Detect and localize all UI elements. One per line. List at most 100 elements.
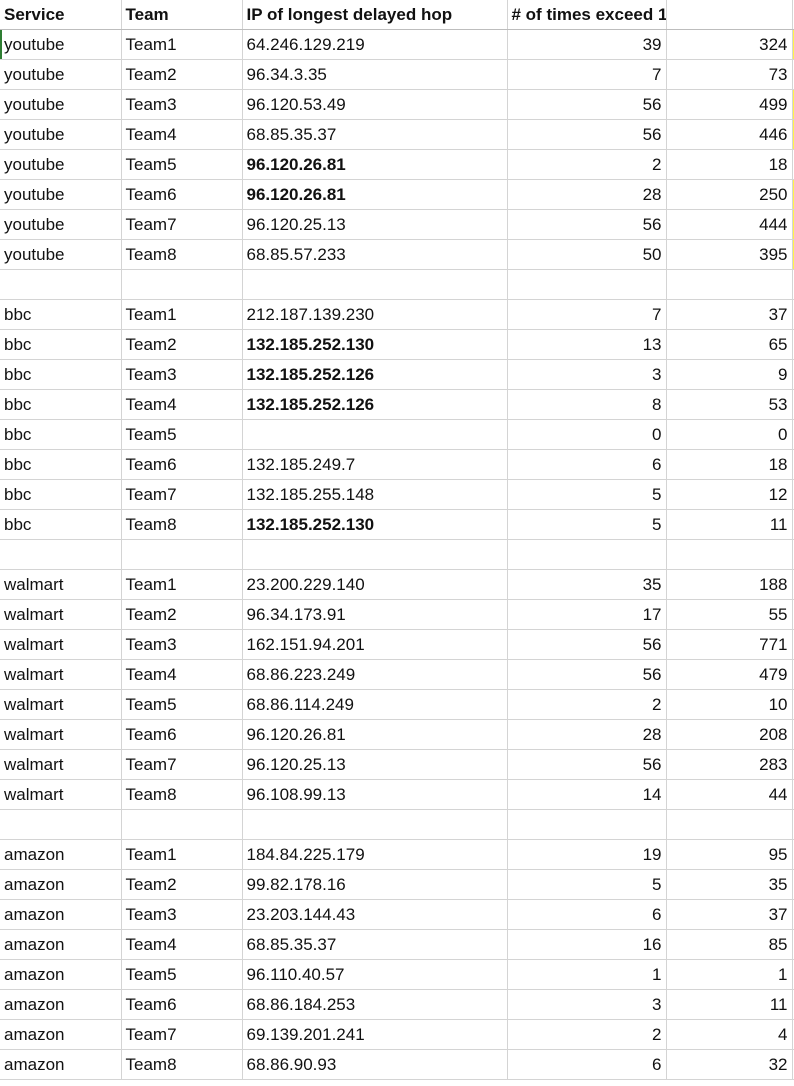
cell-extra[interactable] — [792, 329, 794, 360]
cell-ip[interactable]: 132.185.252.130 — [242, 329, 508, 360]
cell-service[interactable]: bbc — [0, 299, 122, 330]
cell-service[interactable]: amazon — [0, 1019, 122, 1050]
cell-ip[interactable]: 132.185.249.7 — [242, 449, 508, 480]
cell-extra[interactable] — [792, 359, 794, 390]
cell-extra[interactable]: 9 — [792, 209, 794, 240]
cell-team[interactable]: Team7 — [121, 749, 243, 780]
cell-ip[interactable]: 68.85.57.233 — [242, 239, 508, 270]
cell-total[interactable]: 250 — [666, 179, 793, 210]
cell-extra[interactable] — [792, 959, 794, 990]
cell-count[interactable]: 7 — [507, 299, 667, 330]
cell-team[interactable]: Team5 — [121, 419, 243, 450]
cell-extra[interactable]: 1 — [792, 29, 794, 60]
cell-extra[interactable]: 9 — [792, 89, 794, 120]
cell-total[interactable]: 53 — [666, 389, 793, 420]
cell-service[interactable] — [0, 269, 122, 300]
cell-count[interactable]: 28 — [507, 719, 667, 750]
cell-count[interactable] — [507, 539, 667, 570]
cell-count[interactable]: 14 — [507, 779, 667, 810]
cell-ip[interactable]: 212.187.139.230 — [242, 299, 508, 330]
cell-service[interactable]: walmart — [0, 659, 122, 690]
header-count[interactable]: # of times exceed 1.5*IQR — [507, 0, 667, 30]
cell-team[interactable]: Team6 — [121, 719, 243, 750]
cell-ip[interactable]: 68.86.184.253 — [242, 989, 508, 1020]
cell-count[interactable]: 2 — [507, 149, 667, 180]
cell-extra[interactable] — [792, 989, 794, 1020]
cell-extra[interactable] — [792, 389, 794, 420]
cell-extra[interactable] — [792, 299, 794, 330]
cell-extra[interactable]: 9 — [792, 179, 794, 210]
header-team[interactable]: Team — [121, 0, 243, 30]
cell-ip[interactable]: 23.200.229.140 — [242, 569, 508, 600]
cell-service[interactable]: youtube — [0, 239, 122, 270]
cell-service[interactable]: walmart — [0, 599, 122, 630]
cell-ip[interactable] — [242, 419, 508, 450]
cell-ip[interactable]: 68.85.35.37 — [242, 119, 508, 150]
cell-count[interactable]: 17 — [507, 599, 667, 630]
cell-ip[interactable]: 184.84.225.179 — [242, 839, 508, 870]
cell-count[interactable]: 50 — [507, 239, 667, 270]
cell-extra[interactable] — [792, 839, 794, 870]
cell-ip[interactable] — [242, 269, 508, 300]
cell-extra[interactable] — [792, 479, 794, 510]
cell-total[interactable]: 444 — [666, 209, 793, 240]
cell-extra[interactable]: 9 — [792, 59, 794, 90]
cell-team[interactable]: Team2 — [121, 869, 243, 900]
cell-team[interactable]: Team8 — [121, 1049, 243, 1080]
cell-service[interactable]: bbc — [0, 329, 122, 360]
cell-extra[interactable] — [792, 449, 794, 480]
cell-total[interactable]: 1 — [666, 959, 793, 990]
cell-service[interactable]: amazon — [0, 839, 122, 870]
cell-team[interactable]: Team1 — [121, 299, 243, 330]
header-ip[interactable]: IP of longest delayed hop — [242, 0, 508, 30]
cell-team[interactable]: Team1 — [121, 839, 243, 870]
cell-team[interactable]: Team1 — [121, 29, 243, 60]
cell-total[interactable]: 188 — [666, 569, 793, 600]
cell-count[interactable]: 13 — [507, 329, 667, 360]
cell-ip[interactable]: 132.185.252.126 — [242, 359, 508, 390]
cell-service[interactable]: amazon — [0, 899, 122, 930]
cell-ip[interactable]: 96.120.26.81 — [242, 719, 508, 750]
cell-total[interactable]: 283 — [666, 749, 793, 780]
cell-service[interactable]: amazon — [0, 1049, 122, 1080]
cell-count[interactable]: 56 — [507, 89, 667, 120]
cell-extra[interactable]: 6 — [792, 239, 794, 270]
cell-extra[interactable] — [792, 1019, 794, 1050]
cell-total[interactable]: 499 — [666, 89, 793, 120]
cell-count[interactable]: 5 — [507, 479, 667, 510]
cell-service[interactable]: bbc — [0, 419, 122, 450]
cell-team[interactable]: Team7 — [121, 479, 243, 510]
cell-extra[interactable] — [792, 929, 794, 960]
cell-ip[interactable]: 68.86.90.93 — [242, 1049, 508, 1080]
cell-service[interactable]: walmart — [0, 719, 122, 750]
cell-count[interactable]: 6 — [507, 899, 667, 930]
cell-service[interactable]: youtube — [0, 29, 122, 60]
cell-count[interactable]: 35 — [507, 569, 667, 600]
header-extra[interactable]: I — [792, 0, 794, 30]
cell-ip[interactable]: 64.246.129.219 — [242, 29, 508, 60]
cell-extra[interactable] — [792, 509, 794, 540]
cell-service[interactable]: bbc — [0, 479, 122, 510]
cell-service[interactable]: bbc — [0, 359, 122, 390]
cell-team[interactable]: Team7 — [121, 1019, 243, 1050]
cell-service[interactable]: youtube — [0, 209, 122, 240]
cell-extra[interactable]: n — [792, 149, 794, 180]
cell-extra[interactable] — [792, 569, 794, 600]
cell-ip[interactable]: 68.86.114.249 — [242, 689, 508, 720]
cell-team[interactable]: Team2 — [121, 599, 243, 630]
cell-ip[interactable]: 96.120.26.81 — [242, 179, 508, 210]
cell-extra[interactable] — [792, 1049, 794, 1080]
cell-team[interactable]: Team4 — [121, 659, 243, 690]
cell-service[interactable]: walmart — [0, 569, 122, 600]
cell-service[interactable]: walmart — [0, 749, 122, 780]
cell-team[interactable]: Team2 — [121, 329, 243, 360]
cell-count[interactable]: 56 — [507, 749, 667, 780]
cell-ip[interactable]: 96.120.25.13 — [242, 749, 508, 780]
cell-count[interactable]: 39 — [507, 29, 667, 60]
cell-team[interactable]: Team3 — [121, 899, 243, 930]
cell-team[interactable]: Team5 — [121, 149, 243, 180]
cell-team[interactable]: Team6 — [121, 449, 243, 480]
cell-ip[interactable]: 132.185.255.148 — [242, 479, 508, 510]
cell-total[interactable]: 10 — [666, 689, 793, 720]
cell-team[interactable] — [121, 539, 243, 570]
